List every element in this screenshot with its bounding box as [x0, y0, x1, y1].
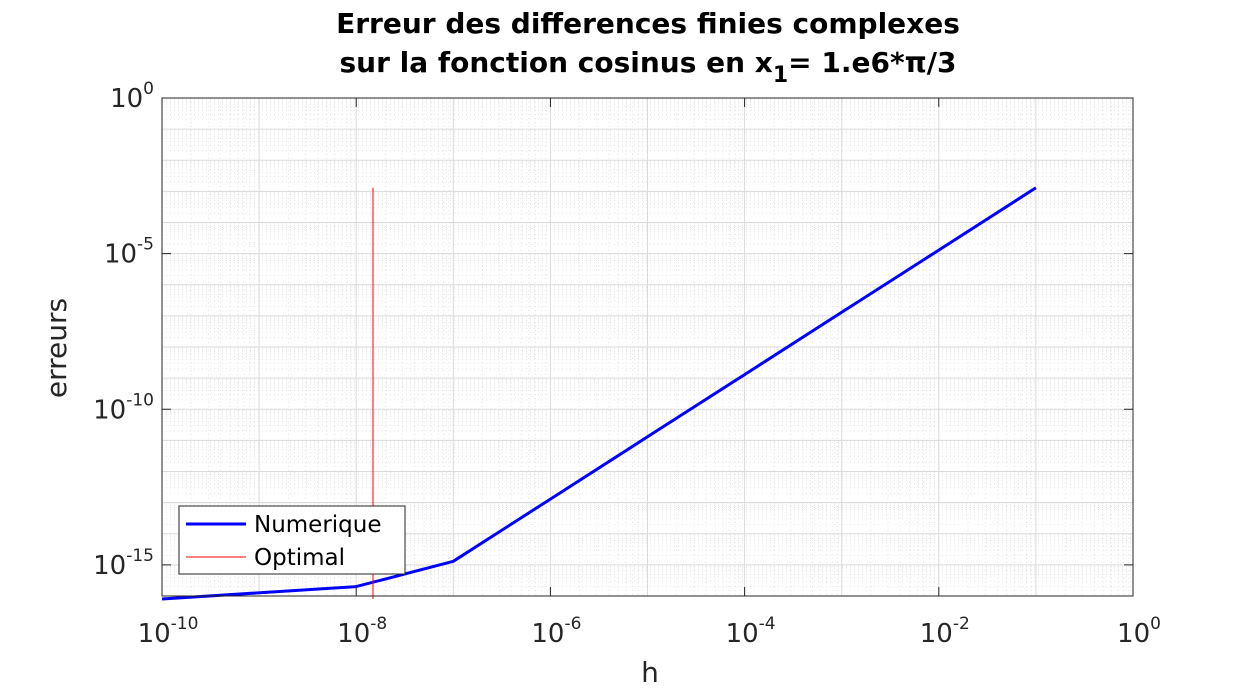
x-tick-label: 10-2: [920, 614, 970, 649]
chart-title-line1: Erreur des differences finies complexes: [336, 7, 960, 40]
title-line2-post: = 1.e6*π/3: [788, 46, 956, 79]
y-tick-label: 10-10: [93, 390, 154, 425]
y-axis-label: erreurs: [40, 298, 73, 398]
x-tick-label: 10-4: [726, 614, 776, 649]
x-tick-exponent: -8: [370, 614, 387, 634]
y-tick-label: 100: [110, 79, 154, 114]
y-tick-exponent: -15: [126, 546, 154, 566]
legend-label-numerique: Numerique: [254, 512, 382, 538]
y-tick-label: 10-5: [104, 235, 154, 270]
x-tick-label: 10-10: [138, 614, 199, 649]
legend-label-optimal: Optimal: [254, 545, 345, 571]
x-tick-exponent: -10: [171, 614, 199, 634]
x-tick-base: 10: [138, 619, 171, 649]
x-tick-exponent: -4: [759, 614, 776, 634]
y-tick-base: 10: [110, 84, 143, 114]
legend-box: [178, 505, 406, 575]
y-tick-exponent: -5: [137, 235, 154, 255]
x-tick-base: 10: [726, 619, 759, 649]
y-tick-exponent: -10: [126, 390, 154, 410]
x-tick-base: 10: [920, 619, 953, 649]
chart-title-line2: sur la fonction cosinus en x1= 1.e6*π/3: [340, 46, 957, 88]
tick-labels: 10-10 10-8 10-6 10-4 10-2 10010010-510-1010-1…: [93, 79, 1161, 649]
x-tick-label: 10-6: [531, 614, 581, 649]
title-line2-pre: sur la fonction cosinus en x: [340, 46, 773, 79]
title-subscript: 1: [773, 63, 788, 88]
x-tick-exponent: -6: [564, 614, 581, 634]
y-tick-label: 10-15: [93, 546, 154, 581]
x-tick-exponent: -2: [953, 614, 970, 634]
series-line-numerique: [161, 186, 1037, 601]
plot-area-frame: [161, 97, 1134, 597]
x-tick-exponent: 0: [1150, 614, 1161, 634]
x-axis-label: h: [641, 656, 659, 689]
y-tick-base: 10: [93, 551, 126, 581]
x-tick-label: 100: [1117, 614, 1161, 649]
y-tick-base: 10: [104, 240, 137, 270]
y-tick-base: 10: [93, 395, 126, 425]
x-tick-base: 10: [531, 619, 564, 649]
y-tick-exponent: 0: [143, 79, 154, 99]
x-tick-base: 10: [337, 619, 370, 649]
x-tick-label: 10-8: [337, 614, 387, 649]
x-tick-base: 10: [1117, 619, 1150, 649]
legend: Numerique Optimal: [178, 505, 406, 575]
